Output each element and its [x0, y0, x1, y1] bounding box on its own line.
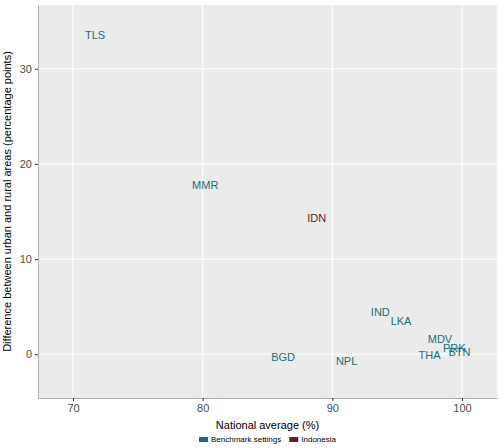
points: TLSMMRINDLKAMDVPRKBTNTHABGDNPLIDN: [85, 29, 470, 366]
x-axis: 70 80 90 100: [39, 398, 498, 414]
point-label: LKA: [391, 315, 412, 327]
x-axis-title: National average (%): [216, 419, 319, 431]
grid-line: [332, 5, 333, 398]
legend-key: [199, 437, 208, 442]
tick-label: 20: [20, 158, 32, 170]
axis-line: [38, 6, 39, 399]
point-label: MMR: [192, 179, 218, 191]
point-label: IDN: [307, 212, 326, 224]
grid-line: [38, 163, 497, 164]
point-label: NPL: [336, 355, 357, 367]
tick: 70: [67, 398, 79, 414]
tick-mark: [35, 259, 38, 260]
chart: 7080901000102030TLSMMRINDLKAMDVPRKBTNTHA…: [0, 0, 500, 448]
tick-label: 0: [26, 348, 32, 360]
grid-line: [38, 68, 497, 69]
tick-mark: [35, 164, 38, 165]
tick-mark: [73, 398, 74, 401]
tick: 0: [26, 348, 38, 360]
point-label: IND: [371, 306, 390, 318]
grid-line: [202, 5, 203, 398]
legend-label: Benchmark settings: [211, 435, 281, 444]
tick-label: 100: [453, 402, 471, 414]
tick-label: 90: [327, 402, 339, 414]
point-label: THA: [419, 349, 442, 361]
tick: 100: [453, 398, 471, 414]
point-label: BGD: [271, 351, 295, 363]
axis-line: [39, 398, 498, 399]
tick-label: 80: [197, 402, 209, 414]
panel: [38, 5, 497, 398]
legend-item: Benchmark settings: [199, 435, 281, 444]
tick: 20: [20, 158, 38, 170]
tick-label: 10: [20, 253, 32, 265]
plot: 7080901000102030TLSMMRINDLKAMDVPRKBTNTHA…: [20, 5, 498, 414]
grid-line: [461, 5, 462, 398]
tick-mark: [332, 398, 333, 401]
tick-label: 70: [67, 402, 79, 414]
tick-mark: [462, 398, 463, 401]
tick-mark: [35, 354, 38, 355]
grid-line: [38, 259, 497, 260]
tick-mark: [35, 69, 38, 70]
tick: 30: [20, 63, 38, 75]
point-label: BTN: [448, 346, 470, 358]
point-label: TLS: [85, 29, 105, 41]
legend: Benchmark settings Indonesia: [199, 435, 337, 444]
tick: 10: [20, 253, 38, 265]
legend-item: Indonesia: [289, 435, 336, 444]
tick-label: 30: [20, 63, 32, 75]
grid-line: [72, 5, 73, 398]
y-axis-title: Difference between urban and rural areas…: [1, 51, 13, 352]
tick-mark: [203, 398, 204, 401]
y-axis: 0 10 20 30: [20, 6, 39, 399]
legend-key: [289, 437, 298, 442]
tick: 90: [327, 398, 339, 414]
legend-label: Indonesia: [301, 435, 336, 444]
tick: 80: [197, 398, 209, 414]
